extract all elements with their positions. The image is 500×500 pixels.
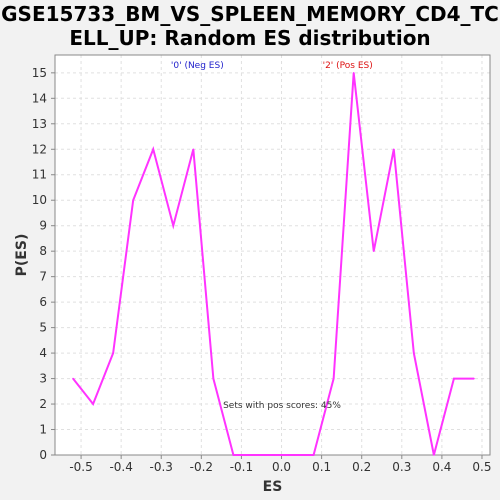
data-point (393, 148, 395, 150)
data-point (253, 454, 255, 456)
data-point (453, 378, 455, 380)
data-point (353, 72, 355, 74)
y-tick-label: 4 (39, 346, 47, 360)
x-tick-label: 0.4 (432, 460, 451, 474)
y-tick-label: 11 (32, 168, 47, 182)
data-point (132, 199, 134, 201)
y-axis-label: P(ES) (14, 234, 30, 277)
x-axis-label: ES (263, 479, 283, 495)
y-tick-label: 9 (39, 219, 47, 233)
data-point (213, 378, 215, 380)
y-tick-label: 13 (32, 117, 47, 131)
x-tick-label: 0.3 (392, 460, 411, 474)
data-point (92, 403, 94, 405)
legend-neg-es: '0' (Neg ES) (171, 61, 224, 71)
pos-scores-annotation: Sets with pos scores: 45% (223, 401, 341, 411)
data-point (193, 148, 195, 150)
x-tick-label: 0.2 (352, 460, 371, 474)
data-point (333, 378, 335, 380)
y-tick-label: 3 (39, 372, 47, 386)
y-tick-label: 8 (39, 244, 47, 258)
y-tick-label: 14 (32, 91, 47, 105)
y-tick-label: 5 (39, 321, 47, 335)
data-point (152, 148, 154, 150)
x-tick-label: 0.5 (472, 460, 491, 474)
x-tick-label: 0.0 (272, 460, 291, 474)
y-tick-label: 2 (39, 397, 47, 411)
data-point (172, 225, 174, 227)
y-tick-label: 12 (32, 142, 47, 156)
y-tick-label: 10 (32, 193, 47, 207)
y-tick-label: 15 (32, 66, 47, 80)
x-tick-label: -0.4 (109, 460, 132, 474)
data-point (273, 454, 275, 456)
x-tick-label: 0.1 (312, 460, 331, 474)
data-point (413, 352, 415, 354)
y-tick-label: 7 (39, 270, 47, 284)
x-tick-label: -0.5 (69, 460, 92, 474)
data-point (72, 378, 74, 380)
y-tick-label: 1 (39, 423, 47, 437)
x-tick-label: -0.3 (150, 460, 173, 474)
data-point (112, 352, 114, 354)
x-tick-label: -0.2 (190, 460, 213, 474)
data-point (233, 454, 235, 456)
data-point (433, 454, 435, 456)
data-point (473, 378, 475, 380)
data-point (313, 454, 315, 456)
y-tick-label: 6 (39, 295, 47, 309)
plot-area (55, 55, 490, 455)
data-point (373, 250, 375, 252)
legend-pos-es: '2' (Pos ES) (323, 61, 373, 71)
y-tick-label: 0 (39, 448, 47, 462)
x-tick-label: -0.1 (230, 460, 253, 474)
data-point (293, 454, 295, 456)
